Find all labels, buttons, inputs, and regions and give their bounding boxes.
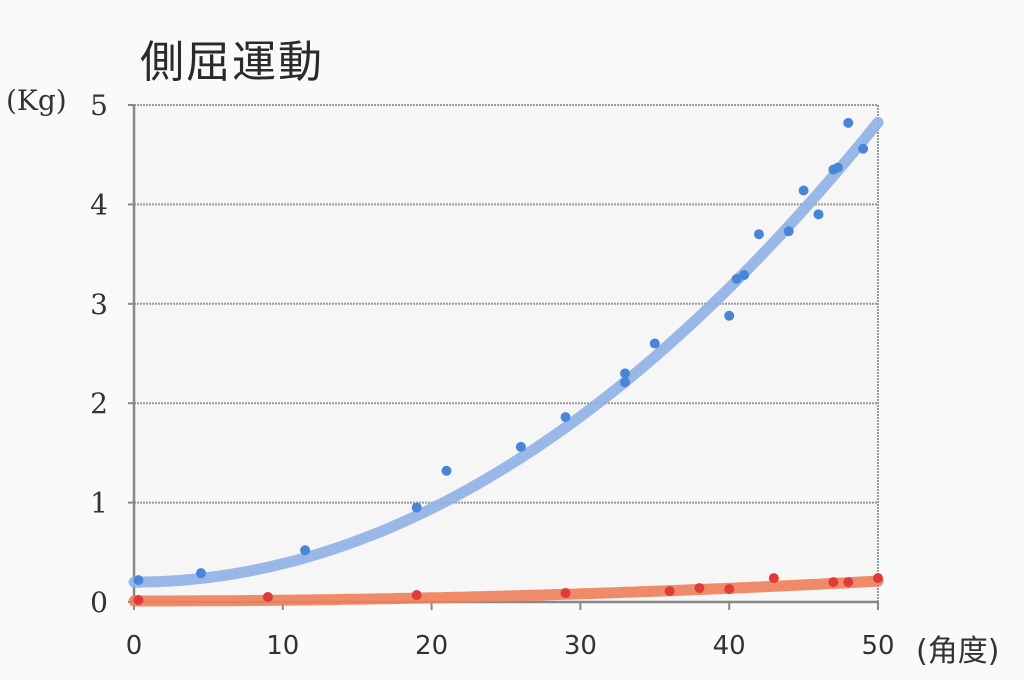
series-1-point-1 [262, 592, 273, 603]
series-0-point-0 [133, 575, 144, 586]
series-0-point-1 [195, 568, 206, 579]
x-tick-label-5: 50 [861, 631, 894, 661]
series-0-point-10 [724, 310, 735, 321]
series-0-point-11 [731, 273, 742, 284]
series-0-point-8 [620, 368, 631, 379]
x-axis-label: (角度) [916, 634, 1000, 669]
x-tick-label-2: 20 [415, 631, 448, 661]
y-tick-label-4: 4 [90, 188, 108, 221]
series-1-point-3 [560, 588, 571, 599]
series-0-point-2 [300, 545, 311, 556]
series-1-point-9 [843, 577, 854, 588]
y-tick-label-5: 5 [90, 89, 108, 122]
series-0-point-4 [441, 465, 452, 476]
x-tick-label-4: 40 [713, 631, 746, 661]
series-1-point-8 [828, 577, 839, 588]
series-0-point-15 [798, 185, 809, 196]
series-0-point-9 [649, 338, 660, 349]
y-tick-label-3: 3 [90, 288, 108, 321]
series-1-trendline [128, 575, 884, 607]
series-1-point-2 [411, 590, 422, 601]
series-0-point-13 [753, 229, 764, 240]
series-0-point-19 [843, 117, 854, 128]
series-0-point-7 [620, 377, 631, 388]
series-0-point-6 [560, 412, 571, 423]
x-tick-label-0: 0 [126, 631, 143, 661]
series-1-point-6 [724, 584, 735, 595]
x-tick-label-1: 10 [266, 631, 299, 661]
series-1-point-7 [768, 573, 779, 584]
series-0-trendline [128, 116, 884, 588]
series-1-point-5 [694, 583, 705, 594]
series-0-point-12 [739, 269, 750, 280]
series-0-point-5 [515, 441, 526, 452]
series-1-point-4 [664, 586, 675, 597]
series-1-point-10 [873, 573, 883, 584]
y-tick-label-2: 2 [90, 387, 108, 420]
y-tick-label-1: 1 [90, 487, 108, 520]
series-0-point-18 [832, 162, 843, 173]
y-axis-label: (Kg) [6, 84, 67, 117]
series-0-point-14 [783, 226, 794, 237]
y-tick-label-0: 0 [90, 586, 108, 619]
series-0-point-20 [858, 143, 869, 154]
plot-background [134, 105, 878, 602]
series-0-point-16 [813, 209, 824, 220]
series-0-point-3 [411, 502, 422, 513]
chart-title: 側屈運動 [140, 37, 324, 88]
series-1-point-0 [133, 595, 144, 606]
x-tick-label-3: 30 [564, 631, 597, 661]
